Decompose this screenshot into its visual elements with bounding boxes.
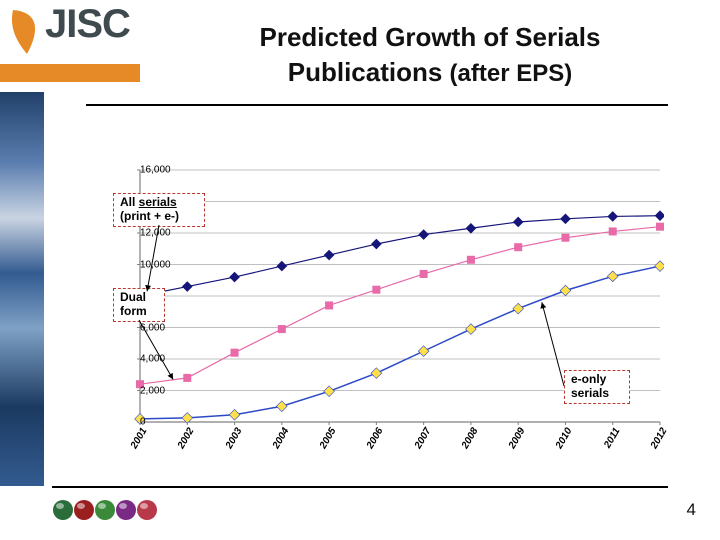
page-number: 4 — [687, 500, 696, 520]
slide-title: Predicted Growth of Serials Publications… — [160, 20, 700, 90]
footer-balls-icon — [52, 498, 162, 524]
title-line2b: (after EPS) — [450, 60, 573, 87]
logo: JISC — [0, 0, 150, 100]
header: JISC Predicted Growth of Serials Publica… — [0, 0, 720, 100]
title-line2: Publications (after EPS) — [160, 55, 700, 90]
title-line2a: Publications — [288, 57, 450, 87]
jisc-logo: JISC — [7, 8, 137, 56]
annot-all: All serials(print + e-) — [113, 193, 205, 227]
footer-line — [52, 486, 668, 488]
jisc-swoosh-icon — [7, 8, 43, 56]
annot-eonly: e-onlyserials — [564, 370, 630, 404]
title-line1: Predicted Growth of Serials — [160, 20, 700, 55]
orange-bar — [0, 64, 140, 82]
title-underline — [86, 104, 668, 106]
annot-dual: Dualform — [113, 288, 165, 322]
left-decor-bar — [0, 92, 44, 486]
slide: JISC Predicted Growth of Serials Publica… — [0, 0, 720, 540]
jisc-text: JISC — [45, 2, 130, 47]
